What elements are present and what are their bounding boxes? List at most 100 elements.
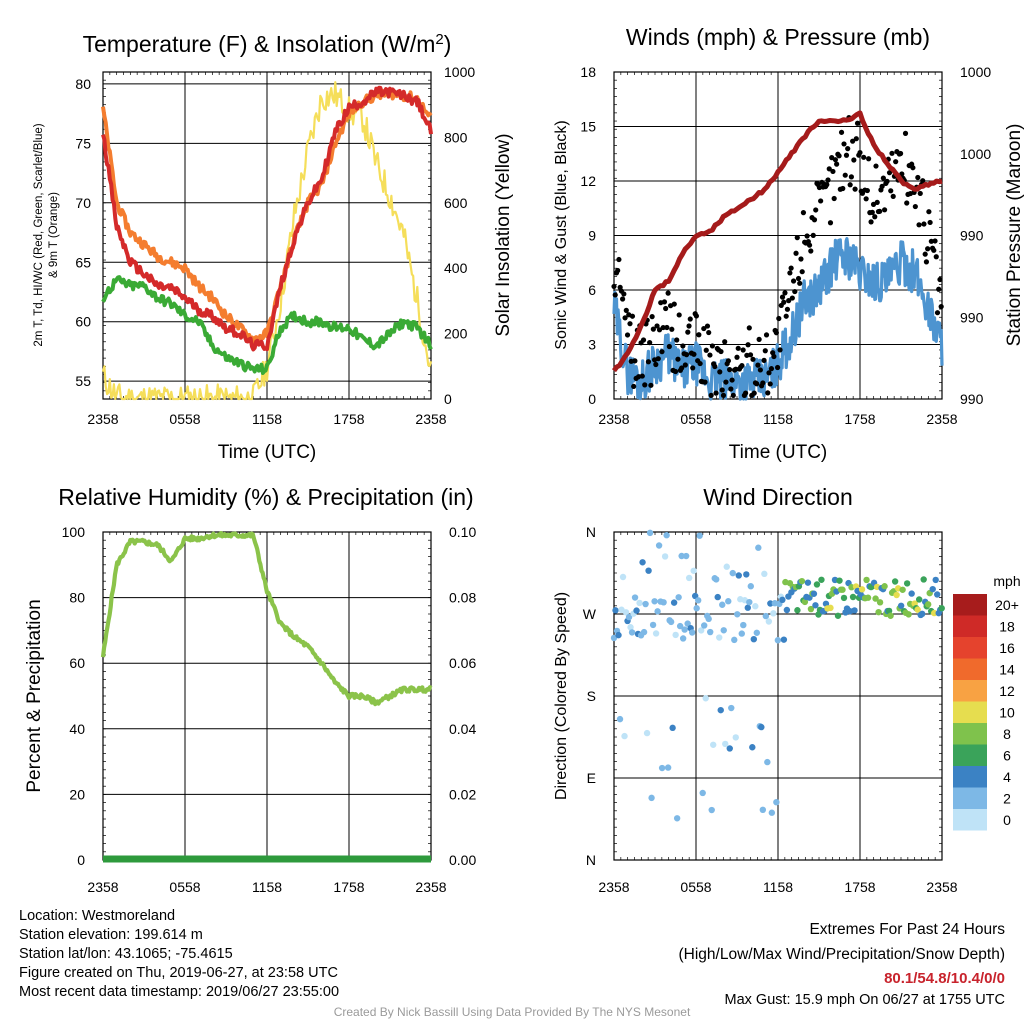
precip-y-tick-label: 0.08	[449, 590, 476, 606]
gust-point	[683, 352, 690, 358]
speed-legend-swatch	[953, 594, 987, 616]
temp-line	[101, 85, 433, 352]
direction-point	[735, 572, 742, 579]
direction-point	[682, 552, 690, 560]
title-close-paren: )	[444, 31, 452, 57]
gust-point	[813, 207, 819, 213]
dewpoint-line	[101, 275, 433, 375]
gust-point	[886, 170, 893, 176]
direction-point	[658, 764, 666, 772]
gust-point	[806, 242, 813, 248]
gust-point	[916, 222, 922, 228]
direction-point	[697, 627, 705, 634]
direction-point	[864, 594, 872, 601]
rh-y-tick-label: 60	[69, 655, 85, 671]
direction-point	[732, 734, 739, 741]
gust-point	[921, 221, 927, 227]
temp-y-axis-label-2: & 9m T (Orange)	[48, 192, 60, 278]
wind-y-tick-label: 6	[588, 282, 596, 298]
direction-point	[694, 597, 702, 604]
dir-y-tick-label: W	[583, 606, 597, 622]
speed-legend-swatch	[953, 658, 987, 680]
gust-point	[915, 174, 921, 181]
gust-point	[774, 364, 781, 371]
direction-point	[642, 600, 649, 608]
speed-legend-title: mph	[993, 573, 1020, 589]
speed-legend-swatch	[953, 637, 987, 659]
direction-point	[755, 544, 762, 551]
gust-point	[672, 368, 679, 375]
direction-point	[924, 601, 932, 608]
gust-point	[611, 283, 617, 290]
direction-point	[722, 740, 729, 748]
gust-point	[850, 138, 856, 144]
direction-point	[643, 729, 651, 737]
rh-y-tick-label: 80	[69, 590, 85, 606]
wind-panel-title: Winds (mph) & Pressure (mb)	[626, 24, 930, 50]
direction-point	[827, 604, 834, 612]
gust-point	[808, 248, 814, 254]
rh-panel-x-tick-label: 2358	[415, 879, 446, 895]
direction-point	[707, 628, 714, 636]
gust-point	[788, 265, 794, 271]
direction-point	[858, 586, 866, 593]
temp-panel-x-tick-label: 0558	[169, 411, 200, 427]
gust-point	[781, 299, 787, 305]
gust-point	[889, 150, 895, 156]
direction-point	[770, 610, 777, 617]
gust-point	[784, 306, 791, 312]
pressure-y-tick-label: 990	[960, 309, 984, 325]
speed-legend-label: 4	[1003, 769, 1011, 785]
gust-point	[830, 168, 836, 175]
extremes-info: Extremes For Past 24 Hours (High/Low/Max…	[679, 917, 1006, 1010]
direction-point	[660, 599, 667, 606]
gust-point	[831, 195, 837, 202]
gust-point	[864, 187, 870, 194]
temp-y-tick-label: 65	[75, 254, 91, 270]
gust-point	[800, 210, 807, 216]
gust-point	[730, 392, 736, 398]
direction-point	[779, 596, 786, 603]
direction-point	[876, 599, 884, 606]
gust-point	[917, 190, 923, 197]
gust-point	[660, 324, 666, 331]
direction-point	[646, 529, 654, 537]
gust-point	[893, 159, 899, 165]
speed-legend-swatch	[953, 787, 987, 809]
gust-point	[622, 315, 628, 321]
direction-point	[881, 583, 888, 590]
direction-point	[762, 612, 770, 620]
direction-point	[758, 723, 765, 731]
gust-point	[852, 186, 858, 192]
gust-point	[869, 209, 875, 215]
direction-point	[887, 612, 894, 619]
direction-point	[696, 532, 703, 539]
data-timestamp: Most recent data timestamp: 2019/06/27 2…	[19, 984, 340, 1000]
gust-point	[729, 377, 735, 383]
gust-point	[722, 339, 728, 345]
gust-point	[717, 369, 723, 375]
gust-point	[621, 291, 627, 297]
gust-point	[910, 165, 916, 171]
direction-point	[726, 745, 733, 752]
station-info: Location: Westmoreland Station elevation…	[19, 907, 339, 1002]
direction-point	[794, 607, 801, 614]
wind-panel-x-tick-label: 1158	[763, 411, 793, 427]
direction-point	[747, 583, 755, 590]
gust-point	[691, 351, 697, 357]
gust-point	[728, 386, 734, 392]
direction-point	[664, 764, 672, 771]
gust-point	[760, 380, 766, 386]
gust-point	[795, 275, 802, 282]
dir-panel-title: Wind Direction	[703, 484, 853, 510]
gust-point	[665, 290, 671, 296]
gust-point	[873, 163, 879, 169]
gust-point	[655, 356, 661, 362]
direction-point	[667, 618, 675, 626]
solar-y-axis-label: Solar Insolation (Yellow)	[493, 133, 514, 336]
gust-point	[932, 238, 938, 244]
gust-point	[682, 362, 688, 368]
speed-legend-label: 16	[999, 640, 1015, 656]
direction-point	[899, 586, 906, 593]
